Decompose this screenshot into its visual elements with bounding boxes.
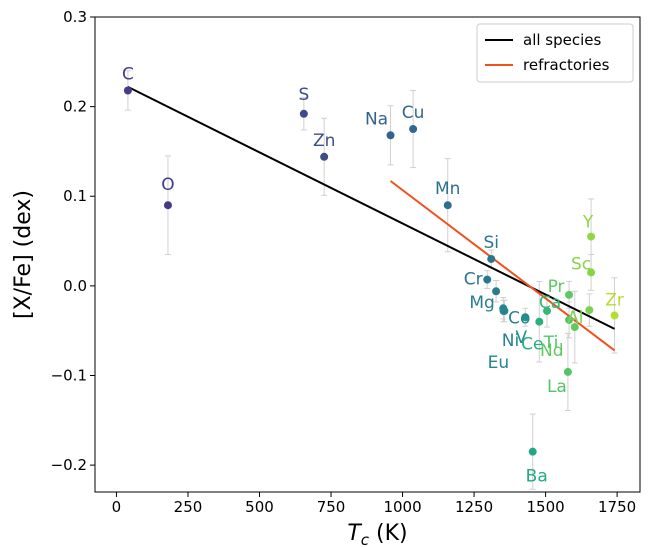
x-tick-label: 250 — [174, 498, 203, 516]
x-tick-label: 1750 — [598, 498, 636, 516]
x-axis-label-subscript: c — [361, 531, 370, 547]
point-label-v: V — [515, 328, 527, 348]
point-label-ce: Ce — [521, 335, 543, 355]
data-point-la — [563, 367, 572, 376]
data-point-v — [521, 313, 530, 322]
x-tick-label: 1000 — [383, 498, 421, 516]
point-label-s: S — [298, 85, 309, 105]
point-label-al: Al — [567, 308, 583, 328]
x-axis-label-symbol: T — [347, 521, 362, 546]
data-points — [123, 86, 619, 456]
x-tick-label: 0 — [112, 498, 122, 516]
x-axis-label: Tc (K) — [347, 521, 407, 547]
plot-frame — [94, 16, 641, 493]
x-tick-label: 500 — [245, 498, 274, 516]
data-point-cu — [409, 125, 418, 134]
point-label-c: C — [122, 64, 134, 84]
x-tick-label: 750 — [317, 498, 346, 516]
data-point-c — [123, 86, 132, 95]
axes: 0 250 500 750 1000 1250 1500 1750 −0.2 −0.1 0.0 0.1… — [11, 8, 641, 547]
point-label-nd: Nd — [540, 341, 564, 361]
data-point-zr — [610, 311, 619, 320]
data-point-y — [587, 232, 596, 241]
point-label-zn: Zn — [313, 131, 335, 151]
y-tick-label: 0.3 — [63, 8, 87, 26]
point-label-eu: Eu — [488, 353, 510, 373]
point-label-si: Si — [483, 233, 499, 253]
fit-line-refractories — [389, 180, 616, 352]
data-point-ti — [565, 315, 574, 324]
data-point-pr — [565, 290, 574, 299]
point-label-o: O — [161, 175, 174, 195]
error-bars — [124, 70, 618, 490]
x-tick-label: 1250 — [455, 498, 493, 516]
data-point-o — [163, 201, 172, 210]
legend: all species refractories — [476, 23, 634, 83]
x-tick-label: 1500 — [526, 498, 564, 516]
data-point-cr — [483, 275, 492, 284]
data-point-ce — [535, 317, 544, 326]
point-label-co: Co — [508, 308, 530, 328]
point-label-sc: Sc — [571, 254, 591, 274]
data-point-s — [299, 109, 308, 118]
data-point-na — [386, 131, 395, 140]
data-point-ba — [528, 447, 537, 456]
data-point-mg — [492, 287, 501, 296]
point-label-ti: Ti — [543, 333, 559, 353]
y-tick-label: 0.1 — [63, 187, 87, 205]
point-label-ba: Ba — [526, 467, 548, 487]
point-label-pr: Pr — [548, 277, 565, 297]
y-axis-label: [X/Fe] (dex) — [11, 190, 36, 319]
y-tick-label: 0.0 — [63, 277, 87, 295]
point-label-la: La — [547, 377, 567, 397]
y-tick-label: −0.1 — [51, 366, 87, 384]
fit-lines — [127, 86, 616, 352]
y-tick-label: −0.2 — [51, 456, 87, 474]
point-label-mg: Mg — [469, 293, 494, 313]
data-point-sc — [587, 268, 596, 277]
point-label-mn: Mn — [435, 179, 460, 199]
legend-box — [476, 23, 634, 83]
data-point-zn — [320, 152, 329, 161]
point-label-ni: Ni — [502, 331, 519, 351]
data-point-nd — [570, 323, 579, 332]
data-point-al — [585, 306, 594, 315]
x-axis-label-unit: (K) — [369, 521, 408, 546]
data-point-eu — [500, 306, 509, 315]
point-label-cu: Cu — [402, 103, 425, 123]
legend-label-refractories: refractories — [523, 56, 610, 74]
point-label-ca: Ca — [539, 293, 561, 313]
point-label-y: Y — [582, 213, 594, 233]
data-point-ca — [543, 306, 552, 315]
y-tick-label: 0.2 — [63, 98, 87, 116]
point-label-na: Na — [365, 109, 388, 129]
legend-label-all-species: all species — [523, 31, 602, 49]
data-point-si — [487, 254, 496, 263]
point-label-zr: Zr — [605, 290, 624, 310]
point-label-cr: Cr — [464, 270, 483, 290]
data-point-mn — [443, 201, 452, 210]
